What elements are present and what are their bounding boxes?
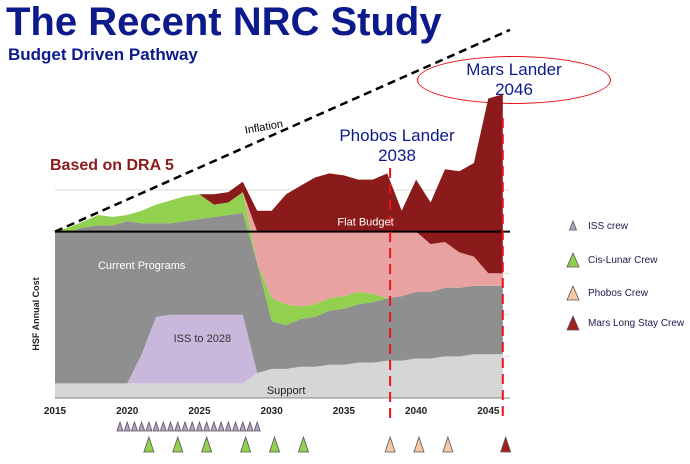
iss-crew-marker	[174, 420, 182, 432]
iss-crew-marker	[210, 420, 218, 432]
x-tick-label: 2015	[44, 406, 67, 417]
cis-lunar-crew-marker	[172, 435, 184, 453]
phobos-lander-label: Phobos Lander 2038	[322, 126, 472, 166]
x-tick-label: 2045	[477, 406, 500, 417]
iss-crew-marker	[123, 420, 131, 432]
iss-crew-marker	[159, 420, 167, 432]
iss-crew-marker	[188, 420, 196, 432]
legend-label: Mars Long Stay Crew	[588, 317, 685, 329]
area-mars-long-stay-crew	[55, 94, 503, 274]
iss-crew-marker	[253, 420, 261, 432]
area-label-support: Support	[267, 385, 306, 397]
x-tick-label: 2030	[261, 406, 284, 417]
based-on-dra5-label: Based on DRA 5	[50, 157, 174, 174]
area-label-flat-budget: Flat Budget	[337, 216, 393, 228]
iss-crew-marker	[116, 420, 124, 432]
legend-item-iss-crew: ISS crew	[566, 218, 628, 234]
cis-lunar-crew-marker	[269, 435, 281, 453]
legend-item-mars-long-stay-crew: Mars Long Stay Crew	[566, 315, 684, 331]
legend-triangle-icon	[566, 252, 580, 268]
area-label-iss-to-2028: ISS to 2028	[174, 333, 232, 345]
y-axis-label: HSF Annual Cost	[31, 277, 41, 350]
iss-crew-marker	[203, 420, 211, 432]
area-label-inflation: Inflation	[244, 118, 284, 137]
iss-crew-marker	[138, 420, 146, 432]
legend-item-cis-lunar-crew: Cis-Lunar Crew	[566, 252, 657, 268]
page-subtitle: Budget Driven Pathway	[8, 45, 198, 64]
legend-label: Phobos Crew	[588, 287, 649, 299]
iss-crew-marker	[130, 420, 138, 432]
cis-lunar-crew-marker	[297, 435, 309, 453]
mars-long-stay-crew-marker	[500, 435, 512, 453]
page-title: The Recent NRC Study	[6, 0, 442, 44]
mars-lander-callout-ellipse	[417, 56, 611, 104]
iss-crew-marker	[145, 420, 153, 432]
legend-label: Cis-Lunar Crew	[588, 254, 658, 266]
iss-crew-marker	[181, 420, 189, 432]
area-label-current-programs: Current Programs	[98, 260, 186, 272]
x-tick-label: 2020	[116, 406, 139, 417]
cis-lunar-crew-marker	[201, 435, 213, 453]
iss-crew-marker	[217, 420, 225, 432]
iss-crew-marker	[152, 420, 160, 432]
cis-lunar-crew-marker	[240, 435, 252, 453]
iss-crew-marker	[232, 420, 240, 432]
mars-lander-label-line1: Mars Lander	[466, 60, 562, 79]
area-iss-to-2028	[55, 314, 503, 384]
x-tick-label: 2035	[333, 406, 356, 417]
x-tick-label: 2040	[405, 406, 428, 417]
phobos-lander-label-line2: 2038	[378, 146, 416, 165]
iss-crew-marker	[224, 420, 232, 432]
legend-triangle-icon	[566, 285, 580, 301]
legend-triangle-icon	[568, 219, 578, 231]
area-current-programs	[55, 212, 503, 384]
iss-crew-marker	[239, 420, 247, 432]
phobos-crew-marker	[384, 435, 396, 453]
line-inflation	[54, 28, 511, 233]
mars-lander-label: Mars Lander 2046	[417, 60, 611, 100]
legend-item-phobos-crew: Phobos Crew	[566, 285, 648, 301]
iss-crew-marker	[195, 420, 203, 432]
cis-lunar-crew-marker	[143, 435, 155, 453]
legend-label: ISS crew	[588, 220, 629, 232]
iss-crew-marker	[167, 420, 175, 432]
phobos-crew-marker	[413, 435, 425, 453]
phobos-crew-marker	[442, 435, 454, 453]
area-flat-budget	[55, 192, 503, 307]
x-tick-label: 2025	[188, 406, 211, 417]
phobos-lander-label-line1: Phobos Lander	[339, 126, 455, 145]
mars-lander-label-line2: 2046	[495, 80, 533, 99]
iss-crew-marker	[246, 420, 254, 432]
legend-triangle-icon	[566, 315, 580, 331]
